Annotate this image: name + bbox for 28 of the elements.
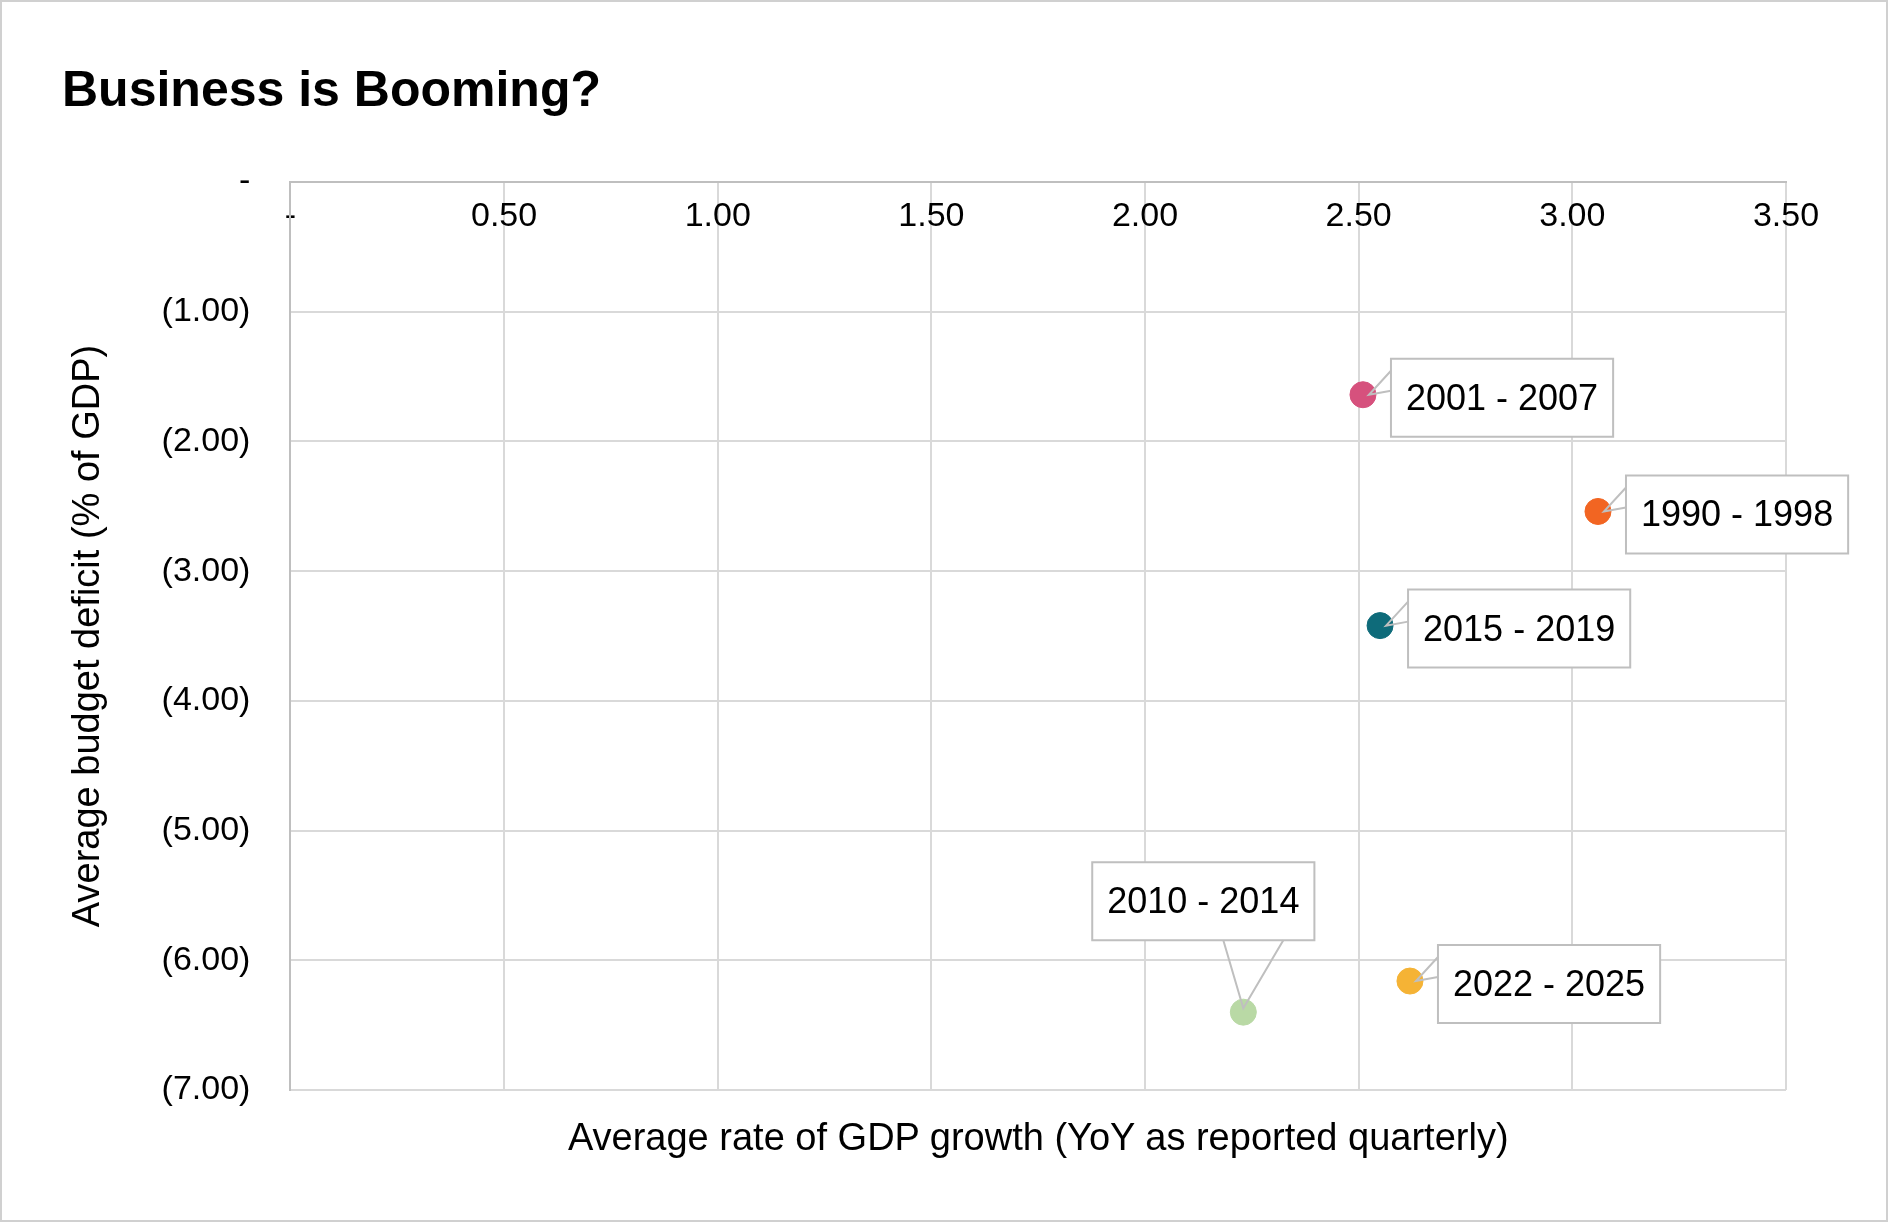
x-tick-label: 2.50 <box>1325 194 1392 233</box>
point <box>1349 381 1377 409</box>
y-axis-title: Average budget deficit (% of GDP) <box>65 344 108 928</box>
y-tick-label: (5.00) <box>161 808 251 847</box>
x-axis-title: Average rate of GDP growth (YoY as reported quarterly) <box>567 1116 1509 1159</box>
y-tick-label: (4.00) <box>161 679 251 718</box>
x-tick-label: 2.00 <box>1111 194 1179 233</box>
y-tick-label: (6.00) <box>161 938 251 977</box>
series-label: 2022 - 2025 <box>1452 962 1646 1004</box>
series-label: 1990 - 1998 <box>1640 493 1834 535</box>
series-label: 2001 - 2007 <box>1405 376 1599 418</box>
x-tick-label: 0.50 <box>470 194 538 233</box>
y-tick-label: - <box>239 160 251 199</box>
y-tick-label: (2.00) <box>161 419 251 458</box>
text: 2010 - 2014 <box>1107 880 1300 922</box>
x-tick-label: 3.00 <box>1539 194 1606 233</box>
point <box>1366 612 1394 640</box>
point <box>1584 497 1612 525</box>
x-tick-label: 1.00 <box>684 194 751 233</box>
series-label: 2015 - 2019 <box>1423 607 1616 649</box>
point <box>1396 967 1424 995</box>
chart-title: Business is Booming? <box>62 60 601 117</box>
y-tick-label: (1.00) <box>161 290 251 329</box>
y-tick-label: (3.00) <box>161 549 251 588</box>
point <box>1229 998 1257 1026</box>
x-tick-label: 3.50 <box>1752 194 1820 233</box>
y-tick-label: (7.00) <box>161 1068 251 1107</box>
x-tick-label: 1.50 <box>898 194 965 233</box>
